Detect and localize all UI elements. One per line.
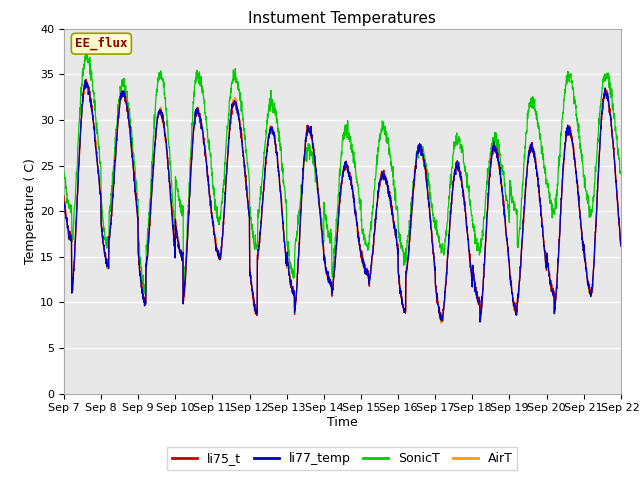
SonicT xyxy=(568,78,576,84)
AirT xyxy=(216,253,223,259)
Line: li77_temp: li77_temp xyxy=(64,80,621,322)
li77_temp xyxy=(216,251,223,257)
li75_t xyxy=(82,76,90,82)
li75_t xyxy=(476,319,484,324)
li77_temp xyxy=(60,200,68,206)
li77_temp xyxy=(81,77,89,83)
Line: li75_t: li75_t xyxy=(64,79,621,322)
SonicT xyxy=(216,216,223,222)
SonicT xyxy=(371,176,379,182)
Y-axis label: Temperature ( C): Temperature ( C) xyxy=(24,158,37,264)
Line: SonicT: SonicT xyxy=(64,46,621,298)
AirT xyxy=(359,257,367,263)
li75_t xyxy=(584,275,591,281)
AirT xyxy=(371,228,379,233)
AirT xyxy=(60,196,68,202)
SonicT xyxy=(505,212,513,218)
li77_temp xyxy=(359,256,367,262)
AirT xyxy=(584,280,591,286)
SonicT xyxy=(359,227,367,232)
li75_t xyxy=(505,254,513,260)
SonicT xyxy=(83,43,91,49)
li75_t xyxy=(568,134,576,140)
SonicT xyxy=(617,171,625,177)
AirT xyxy=(437,320,445,326)
Line: AirT: AirT xyxy=(64,82,621,323)
li75_t xyxy=(371,229,379,235)
Title: Instument Temperatures: Instument Temperatures xyxy=(248,11,436,26)
Legend: li75_t, li77_temp, SonicT, AirT: li75_t, li77_temp, SonicT, AirT xyxy=(167,447,518,470)
li75_t xyxy=(359,252,367,258)
SonicT xyxy=(180,295,188,300)
AirT xyxy=(617,238,625,244)
li75_t xyxy=(60,193,68,199)
li77_temp xyxy=(371,227,379,233)
li77_temp xyxy=(505,257,513,263)
Text: EE_flux: EE_flux xyxy=(75,37,127,50)
li77_temp xyxy=(476,319,484,325)
li77_temp xyxy=(617,242,625,248)
li75_t xyxy=(216,253,223,259)
AirT xyxy=(505,250,513,256)
AirT xyxy=(568,133,576,139)
X-axis label: Time: Time xyxy=(327,416,358,429)
li75_t xyxy=(617,244,625,250)
li77_temp xyxy=(584,280,591,286)
AirT xyxy=(83,79,91,84)
SonicT xyxy=(60,169,68,175)
li77_temp xyxy=(568,138,576,144)
SonicT xyxy=(584,201,591,206)
